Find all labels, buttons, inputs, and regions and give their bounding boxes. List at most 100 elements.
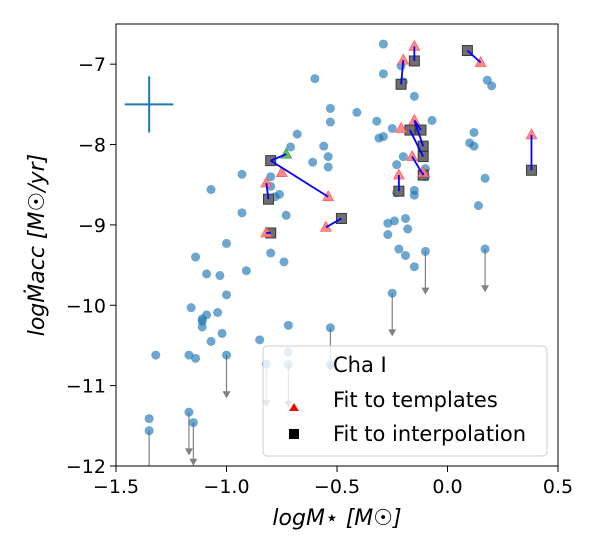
cha-point (310, 74, 320, 84)
cha-point (480, 244, 490, 254)
cha-point (409, 262, 419, 272)
connector-line (400, 60, 405, 85)
y-tick-label: −8 (78, 135, 106, 157)
cha-point (222, 238, 231, 248)
cha-point (427, 115, 437, 125)
y-axis-label: logṀacc [M☉/yr] (24, 154, 50, 337)
cha-point (279, 257, 289, 267)
cha-point (215, 271, 225, 281)
cha-point (266, 172, 276, 182)
y-tick-label: −11 (66, 376, 106, 398)
cha-point (197, 322, 207, 332)
cha-point (151, 350, 161, 360)
cha-point (387, 123, 397, 133)
x-tick-label: −1.0 (203, 476, 249, 498)
connector-line (413, 120, 425, 147)
template-point (408, 113, 421, 125)
x-tick-label: −1.5 (93, 476, 139, 498)
cha-point (487, 81, 497, 91)
connector-line (411, 156, 424, 176)
cha-point (222, 290, 231, 300)
cha-point (352, 107, 362, 117)
cha-point (469, 127, 479, 137)
cha-point (401, 250, 411, 260)
x-tick-label: −0.5 (314, 476, 360, 498)
cha-point (241, 266, 251, 276)
template-point (395, 121, 408, 133)
cha-point (409, 91, 419, 101)
axes: −1.5 −1.0 −0.5 0.0 0.5 −12 −11 −10 −9 −8 −7 (66, 23, 573, 498)
y-tick-label: −10 (66, 295, 106, 317)
cha-point (191, 353, 201, 363)
legend: Cha I Fit to templates Fit to interpolat… (262, 345, 548, 457)
template-point (275, 166, 288, 177)
upper-limit-arrow-head (145, 467, 153, 474)
cha-point (144, 426, 154, 436)
cha-point (398, 152, 408, 162)
legend-label-cha: Cha I (333, 353, 387, 377)
cha-point (266, 248, 276, 258)
cha-point (469, 141, 479, 151)
cha-point (389, 216, 399, 226)
upper-limit-arrow-head (222, 391, 231, 399)
cha-point (394, 244, 404, 254)
connector-line (270, 159, 329, 198)
cha-point (292, 129, 302, 139)
x-tick-label: 0.5 (543, 476, 573, 498)
cha-point (184, 407, 194, 417)
upper-limit-arrow-head (388, 329, 397, 337)
cha-point (206, 185, 216, 195)
cha-point (323, 152, 333, 162)
cha-point (473, 201, 483, 211)
cha-point (255, 335, 265, 345)
cha-point (325, 323, 335, 333)
cha-point (286, 142, 296, 152)
y-tick-label: −12 (66, 456, 106, 478)
x-axis-label: logM⋆ [M☉] (272, 506, 401, 531)
upper-limit-arrow-head (189, 458, 198, 466)
cha-point (283, 320, 293, 330)
cha-point (281, 210, 291, 220)
cha-point (480, 173, 490, 183)
connector-line (409, 129, 424, 158)
upper-limit-arrow-head (481, 285, 490, 293)
legend-box (262, 345, 548, 457)
cha-point (325, 103, 335, 113)
connector-line (325, 217, 342, 229)
legend-label-templates: Fit to templates (333, 388, 498, 412)
cha-point (378, 132, 388, 142)
cha-point (378, 69, 388, 79)
cha-point (383, 230, 393, 240)
connector-line (265, 182, 270, 200)
cha-point (308, 157, 318, 167)
cha-point (213, 308, 223, 318)
cha-point (188, 418, 198, 428)
cha-point (372, 116, 382, 126)
x-tick-label: 0.0 (432, 476, 462, 498)
template-point (260, 226, 273, 238)
legend-square-marker (289, 429, 299, 439)
connector-line (270, 153, 287, 162)
upper-limit-arrow-head (184, 448, 193, 456)
cha-point (217, 328, 227, 338)
cha-point (222, 350, 231, 360)
cha-point (378, 39, 388, 49)
cha-point (420, 246, 430, 256)
legend-label-interpolation: Fit to interpolation (333, 422, 526, 446)
legend-triangle-marker (289, 403, 299, 411)
cha-point (403, 224, 413, 234)
cha-point (144, 414, 154, 424)
cha-point (186, 303, 196, 313)
cha-point (191, 252, 201, 262)
y-tick-label: −7 (78, 54, 106, 76)
cha-point (323, 162, 333, 172)
cha-point (409, 190, 419, 200)
cha-point (387, 288, 397, 298)
cha-point (319, 141, 329, 151)
connector-line (466, 49, 482, 64)
upper-limit-arrow-head (421, 287, 430, 295)
cha-point (401, 213, 411, 223)
cha-point (237, 169, 247, 179)
cha-point (237, 208, 247, 218)
